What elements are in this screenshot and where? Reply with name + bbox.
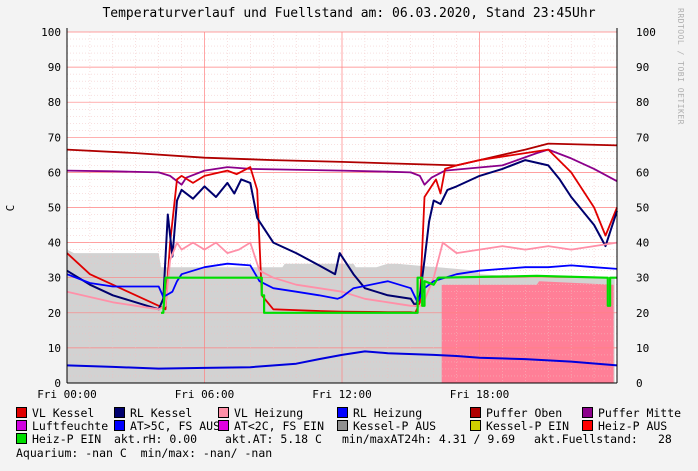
y-tick-label-right: 100	[636, 26, 656, 39]
legend-label: Puffer Mitte	[598, 406, 682, 420]
legend-item: VL Kessel	[16, 407, 94, 420]
legend-swatch	[470, 407, 481, 418]
y-tick-label-right: 60	[636, 166, 649, 179]
legend-item: RL Kessel	[114, 407, 192, 420]
legend-swatch	[582, 420, 593, 431]
legend-swatch	[114, 407, 125, 418]
stat-fuellstand-label: akt.Fuellstand:	[534, 432, 638, 446]
y-tick-label-left: 50	[48, 202, 61, 215]
legend-swatch	[16, 420, 27, 431]
y-tick-label-left: 90	[48, 61, 61, 74]
x-tick-label: Fri 12:00	[312, 388, 372, 401]
legend-label: Kessel-P EIN	[486, 419, 570, 433]
legend-item: AT>5C, FS AUS	[114, 420, 220, 433]
y-tick-label-right: 40	[636, 237, 649, 250]
legend-label: AT>5C, FS AUS	[130, 419, 221, 433]
y-axis-label: C	[4, 205, 17, 212]
legend-item: RL Heizung	[337, 407, 422, 420]
legend-item: Luftfeuchte	[16, 420, 108, 433]
y-tick-label-left: 40	[48, 237, 61, 250]
y-tick-label-left: 60	[48, 166, 61, 179]
y-tick-label-right: 30	[636, 272, 649, 285]
y-tick-label-right: 50	[636, 202, 649, 215]
x-tick-label: Fri 18:00	[450, 388, 510, 401]
series-vl-heizung	[66, 241, 618, 311]
series-luftfeuchte	[66, 350, 618, 370]
watermark: RRDTOOL / TOBI OETIKER	[676, 8, 685, 125]
x-tick-label: Fri 06:00	[175, 388, 235, 401]
legend-label: VL Heizung	[234, 406, 304, 420]
series-layer	[66, 142, 618, 370]
legend-label: Heiz-P AUS	[598, 419, 668, 433]
stat-fuellstand-value: 28	[658, 432, 672, 446]
legend-item: Puffer Mitte	[582, 407, 681, 420]
y-tick-label-right: 70	[636, 131, 649, 144]
legend-item: Puffer Oben	[470, 407, 562, 420]
stat-minmax: min/maxAT24h: 4.31 / 9.69	[342, 432, 516, 446]
y-tick-label-left: 100	[41, 26, 61, 39]
chart-title: Temperaturverlauf und Fuellstand am: 06.…	[102, 6, 596, 21]
area-heiz-p-aus	[441, 281, 614, 383]
legend-swatch	[16, 407, 27, 418]
legend-label: AT<2C, FS EIN	[234, 419, 325, 433]
series-rl-kessel	[66, 159, 618, 311]
legend-swatch	[582, 407, 593, 418]
legend-label: Kessel-P AUS	[353, 419, 437, 433]
y-tick-label-left: 70	[48, 131, 61, 144]
legend-label: Luftfeuchte	[32, 419, 109, 433]
stat-aquarium: Aquarium: -nan C min/max: -nan/ -nan	[16, 446, 273, 460]
legend-label: Heiz-P EIN	[32, 432, 102, 446]
y-tick-label-left: 80	[48, 96, 61, 109]
legend-swatch	[16, 433, 27, 444]
legend-swatch	[470, 420, 481, 431]
legend-swatch	[218, 407, 229, 418]
stat-at: akt.AT: 5.18 C	[225, 432, 322, 446]
legend-swatch	[337, 420, 348, 431]
y-tick-label-right: 10	[636, 342, 649, 355]
x-tick-label: Fri 00:00	[37, 388, 97, 401]
legend-label: VL Kessel	[32, 406, 95, 420]
legend-item: Heiz-P AUS	[582, 420, 667, 433]
legend-item: VL Heizung	[218, 407, 303, 420]
legend-swatch	[337, 407, 348, 418]
y-tick-label-left: 20	[48, 307, 61, 320]
legend-item: Kessel-P AUS	[337, 420, 436, 433]
series-heiz-p-ein	[161, 274, 617, 314]
y-tick-label-right: 20	[636, 307, 649, 320]
legend-item: AT<2C, FS EIN	[218, 420, 324, 433]
y-tick-label-left: 0	[54, 377, 61, 390]
axis-layer: 0 0 10 10 20 20 30 30 40 40 50 50 60 60 70 70 80 80 90 90 10…	[37, 26, 656, 401]
y-tick-label-left: 10	[48, 342, 61, 355]
y-tick-label-right: 0	[636, 377, 643, 390]
legend-label: RL Heizung	[353, 406, 423, 420]
legend-swatch	[218, 420, 229, 431]
y-tick-label-left: 30	[48, 272, 61, 285]
legend-item: Heiz-P EIN	[16, 433, 101, 446]
legend: VL Kessel RL Kessel VL Heizung RL Heizung Pu…	[0, 402, 698, 471]
y-tick-label-right: 80	[636, 96, 649, 109]
series-puffer-oben	[66, 142, 618, 167]
y-tick-label-right: 90	[636, 61, 649, 74]
legend-item: Kessel-P EIN	[470, 420, 569, 433]
stat-rh: akt.rH: 0.00	[114, 432, 198, 446]
legend-swatch	[114, 420, 125, 431]
legend-label: Puffer Oben	[486, 406, 563, 420]
legend-label: RL Kessel	[130, 406, 193, 420]
